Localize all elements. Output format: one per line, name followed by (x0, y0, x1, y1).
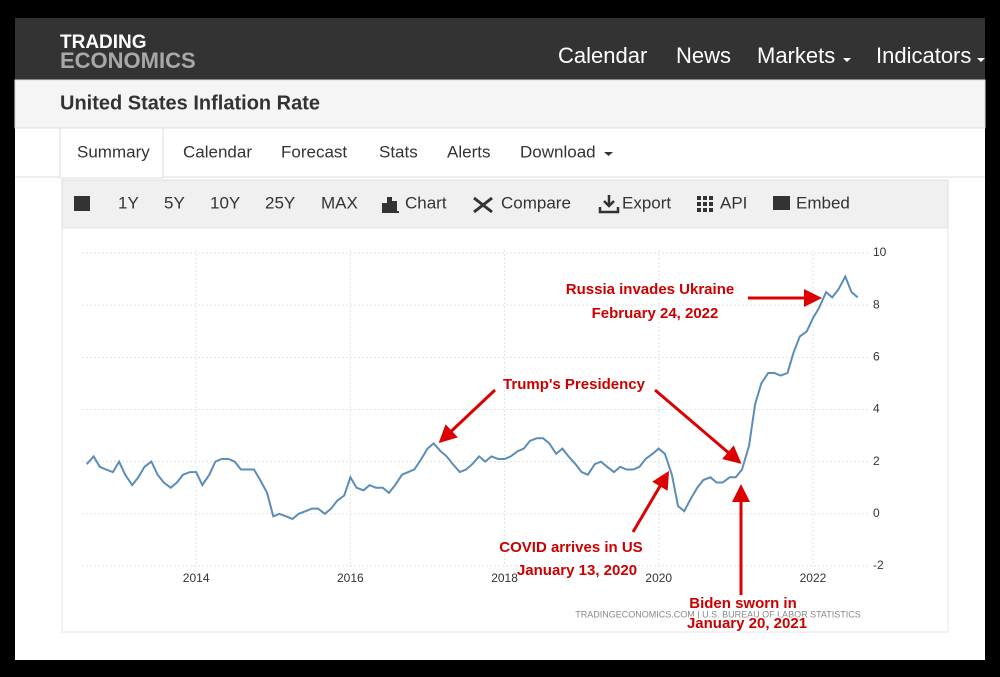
tool[interactable]: 1Y (118, 193, 139, 212)
caret (977, 58, 985, 62)
tool[interactable]: Compare (501, 193, 571, 212)
annotation: Russia invades Ukraine (566, 281, 734, 298)
embed-icon (773, 196, 790, 210)
line (85, 274, 859, 521)
annotation: January 20, 2021 (687, 615, 807, 632)
page-title: United States Inflation Rate (60, 92, 320, 114)
source: TRADINGECONOMICS.COM | U.S. BUREAU OF LA… (575, 609, 861, 619)
x-tick-label: 2018 (491, 571, 518, 585)
caret (843, 58, 851, 62)
x-tick-label: 2016 (337, 571, 364, 585)
y-tick-label: 10 (873, 245, 887, 259)
tab[interactable]: Summary (77, 142, 150, 161)
tool[interactable]: 5Y (164, 193, 185, 212)
chart-icon (382, 197, 399, 213)
y-tick-label: -2 (873, 558, 884, 572)
tab[interactable]: Alerts (447, 142, 490, 161)
menu-item[interactable]: Indicators (876, 43, 971, 68)
tab[interactable]: Forecast (281, 142, 347, 161)
tool[interactable]: 25Y (265, 193, 295, 212)
tab[interactable]: Stats (379, 142, 418, 161)
tool[interactable]: MAX (321, 193, 358, 212)
arrow (631, 470, 670, 533)
tool[interactable]: 10Y (210, 193, 240, 212)
export-icon (598, 195, 620, 214)
arrow (438, 388, 497, 444)
annotation: January 13, 2020 (517, 562, 637, 579)
menu-item[interactable]: News (676, 43, 731, 68)
title-bar (14, 79, 986, 129)
tab[interactable]: Calendar (183, 142, 252, 161)
tool[interactable]: API (720, 193, 747, 212)
menu-item[interactable]: Markets (757, 43, 835, 68)
arrow (654, 388, 742, 464)
navbar (15, 18, 985, 80)
y-tick-label: 8 (873, 297, 880, 311)
plot: -2 0 2 4 6 8 10 2014 2016 2018 2020 2022 (82, 245, 887, 585)
logo-top[interactable]: TRADING (60, 32, 147, 53)
logo-bottom[interactable]: ECONOMICS (60, 48, 196, 73)
calendar-icon[interactable] (74, 196, 90, 211)
y-tick-label: 6 (873, 350, 880, 364)
toolbar (61, 179, 949, 229)
x-tick-label: 2014 (183, 571, 210, 585)
y-tick-label: 0 (873, 506, 880, 520)
active-tab (59, 127, 164, 179)
tool[interactable]: Export (622, 193, 671, 212)
menu-item[interactable]: Calendar (558, 43, 647, 68)
x-tick-label: 2022 (800, 571, 827, 585)
compare-icon (473, 196, 493, 214)
tool[interactable]: Embed (796, 193, 850, 212)
annotation: Biden sworn in (689, 595, 797, 612)
api-icon (697, 196, 713, 212)
tool[interactable]: Chart (405, 193, 447, 212)
tab[interactable]: Download (520, 142, 596, 161)
annotation: February 24, 2022 (592, 305, 719, 322)
y-tick-label: 2 (873, 454, 880, 468)
annotation: COVID arrives in US (499, 539, 642, 556)
annotation: Trump's Presidency (503, 376, 646, 393)
x-tick-label: 2020 (645, 571, 672, 585)
caret (604, 152, 613, 156)
y-tick-label: 4 (873, 402, 880, 416)
